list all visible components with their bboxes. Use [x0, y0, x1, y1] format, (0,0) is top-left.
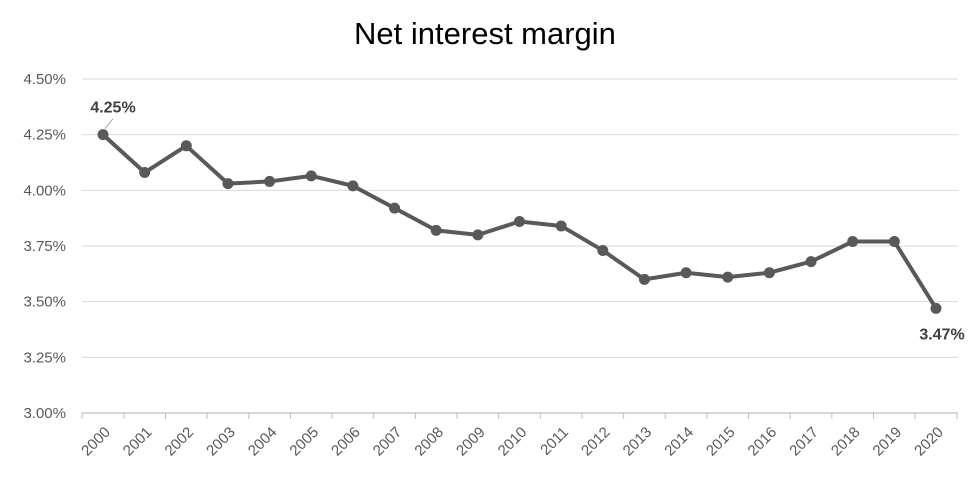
data-point [430, 224, 442, 236]
data-point [763, 267, 775, 279]
y-tick-label: 3.25% [23, 349, 66, 366]
x-tick-label: 2018 [828, 424, 864, 460]
x-tick-label: 2017 [786, 424, 822, 460]
x-tick-label: 2014 [661, 424, 697, 460]
data-point [264, 175, 276, 187]
data-point [555, 220, 567, 232]
x-tick-labels: 2000 2001 2002 2003 2004 2005 2006 2007 2008 2009… [78, 424, 947, 460]
x-tick-label: 2009 [453, 424, 489, 460]
data-point [888, 236, 900, 248]
x-tick-label: 2004 [245, 424, 281, 460]
y-tick-label: 3.75% [23, 238, 66, 255]
data-point [847, 236, 859, 248]
data-point [139, 167, 151, 179]
y-tick-labels: 3.00% 3.25% 3.50% 3.75% 4.00% 4.25% 4.50% [23, 71, 66, 422]
x-tick-label: 2016 [745, 424, 781, 460]
y-tick-label: 3.50% [23, 294, 66, 311]
x-tick-label: 2007 [370, 424, 406, 460]
x-tick-label: 2015 [703, 424, 739, 460]
x-tick-label: 2003 [203, 424, 239, 460]
x-tick-label: 2002 [162, 424, 198, 460]
data-point [347, 180, 359, 192]
x-tick-label: 2000 [78, 424, 114, 460]
x-tick-label: 2006 [328, 424, 364, 460]
series [97, 129, 942, 314]
x-tick-label: 2008 [411, 424, 447, 460]
x-tick-label: 2012 [578, 424, 614, 460]
gridlines [82, 78, 958, 358]
data-labels: 4.25% 3.47% [90, 100, 964, 344]
data-label: 4.25% [90, 100, 135, 117]
x-tick-label: 2001 [120, 424, 156, 460]
data-point [722, 271, 734, 283]
data-point [805, 256, 817, 268]
data-point [222, 178, 234, 190]
data-point [472, 229, 484, 241]
axes [81, 412, 958, 419]
y-tick-label: 3.00% [23, 405, 66, 422]
x-tick-label: 2011 [537, 424, 572, 459]
x-tick-label: 2010 [495, 424, 531, 460]
data-point [597, 244, 609, 256]
x-tick-label: 2020 [911, 424, 947, 460]
x-tick-label: 2013 [620, 424, 656, 460]
data-label: 3.47% [919, 326, 964, 343]
data-point [305, 170, 317, 182]
data-point [389, 202, 401, 214]
data-point [638, 273, 650, 285]
data-point [97, 129, 109, 141]
data-point [180, 140, 192, 152]
data-label-leader [104, 118, 114, 129]
chart-title: Net interest margin [354, 16, 616, 51]
data-point [514, 216, 525, 228]
data-point [930, 302, 942, 314]
x-tick-label: 2019 [870, 424, 906, 460]
y-tick-label: 4.50% [23, 71, 66, 88]
y-tick-label: 4.25% [23, 127, 66, 144]
y-tick-label: 4.00% [23, 182, 66, 199]
data-point [680, 267, 692, 279]
x-tick-label: 2005 [286, 424, 322, 460]
